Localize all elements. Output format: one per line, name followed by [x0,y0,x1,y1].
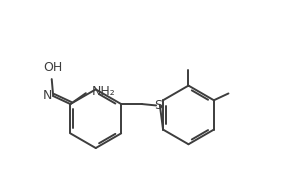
Text: OH: OH [43,61,62,74]
Text: NH₂: NH₂ [92,85,116,98]
Text: N: N [43,89,53,102]
Text: S: S [155,99,162,112]
